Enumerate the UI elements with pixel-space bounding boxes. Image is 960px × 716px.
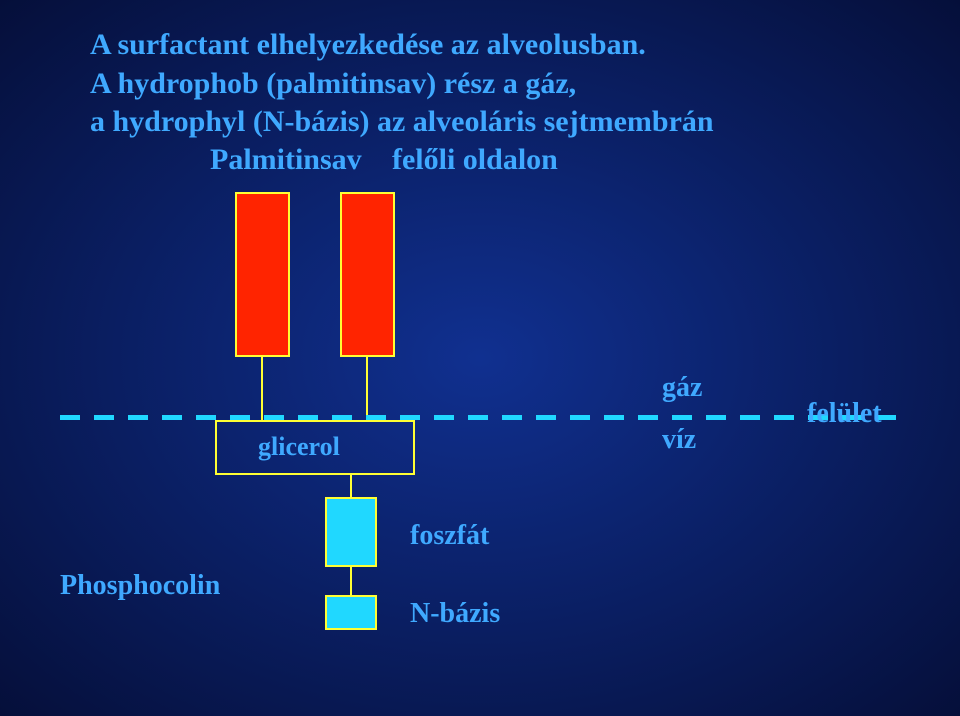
title-line-4-right: felőli oldalon — [392, 143, 558, 177]
label-glicerol: glicerol — [258, 432, 340, 462]
title-line-4-left: Palmitinsav — [210, 143, 362, 177]
slide-root: A surfactant elhelyezkedése az alveolusb… — [0, 0, 960, 716]
label-felulet: felület — [807, 398, 882, 430]
gas-water-interface-line — [60, 415, 905, 420]
label-viz: víz — [662, 424, 696, 456]
title-line-2: A hydrophob (palmitinsav) rész a gáz, — [90, 67, 576, 101]
foszfat-box — [325, 497, 377, 567]
label-foszfat: foszfát — [410, 520, 489, 552]
connector-palmit1-glicerol — [261, 357, 263, 420]
palmitinsav-box-2 — [340, 192, 395, 357]
title-line-1: A surfactant elhelyezkedése az alveolusb… — [90, 28, 646, 62]
palmitinsav-box-1 — [235, 192, 290, 357]
label-phosphocolin: Phosphocolin — [60, 570, 220, 602]
label-gaz: gáz — [662, 372, 702, 404]
nbazis-box — [325, 595, 377, 630]
title-line-3: a hydrophyl (N-bázis) az alveoláris sejt… — [90, 105, 714, 139]
connector-glicerol-foszfat — [350, 475, 352, 497]
connector-palmit2-glicerol — [366, 357, 368, 420]
connector-foszfat-nbazis — [350, 567, 352, 595]
label-nbazis: N-bázis — [410, 598, 500, 630]
